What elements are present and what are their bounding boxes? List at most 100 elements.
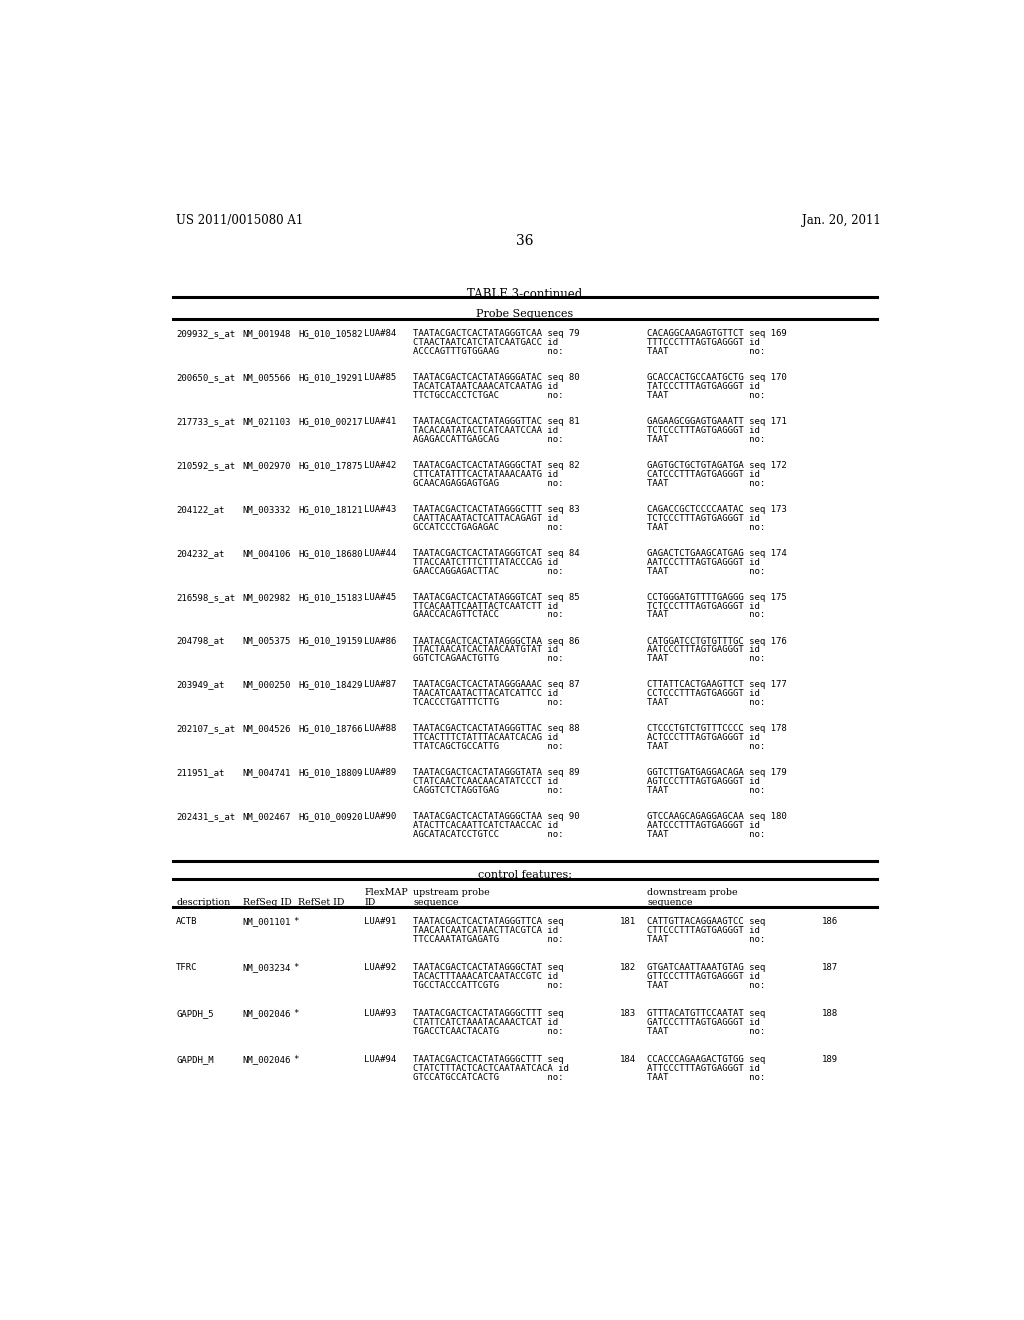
Text: CAATTACAATACTCATTACAGAGT id: CAATTACAATACTCATTACAGAGT id [414, 513, 558, 523]
Text: 36: 36 [516, 234, 534, 248]
Text: TCACCCTGATTTCTTG         no:: TCACCCTGATTTCTTG no: [414, 698, 563, 708]
Text: ID: ID [365, 899, 376, 907]
Text: GTGATCAATTAAATGTAG seq: GTGATCAATTAAATGTAG seq [647, 964, 766, 972]
Text: ATTCCCTTTAGTGAGGGT id: ATTCCCTTTAGTGAGGGT id [647, 1064, 760, 1073]
Text: NM_005375: NM_005375 [243, 636, 291, 645]
Text: TTACCAATCTTTCTTTАTACCCAG id: TTACCAATCTTTCTTTАTACCCAG id [414, 557, 558, 566]
Text: LUA#42: LUA#42 [365, 461, 396, 470]
Text: GAGACTCTGAAGCATGAG seq 174: GAGACTCTGAAGCATGAG seq 174 [647, 549, 787, 558]
Text: TAATACGACTCACTATAGGGTCAT seq 85: TAATACGACTCACTATAGGGTCAT seq 85 [414, 593, 580, 602]
Text: TAATACGACTCACTATAGGGCTAA seq 90: TAATACGACTCACTATAGGGCTAA seq 90 [414, 812, 580, 821]
Text: FlexMAP: FlexMAP [365, 888, 409, 898]
Text: TAACATCAATCATAACTTACGTCA id: TAACATCAATCATAACTTACGTCA id [414, 925, 558, 935]
Text: AGTCCCTTTAGTGAGGGT id: AGTCCCTTTAGTGAGGGT id [647, 777, 760, 787]
Text: NM_005566: NM_005566 [243, 374, 291, 383]
Text: NM_001101: NM_001101 [243, 917, 291, 925]
Text: LUA#44: LUA#44 [365, 549, 396, 558]
Text: TAAT               no:: TAAT no: [647, 981, 766, 990]
Text: CTATTCATCTAAATACAAACTCAT id: CTATTCATCTAAATACAAACTCAT id [414, 1018, 558, 1027]
Text: GAACCACAGTTCTACC         no:: GAACCACAGTTCTACC no: [414, 610, 563, 619]
Text: 184: 184 [621, 1056, 636, 1064]
Text: NM_002046: NM_002046 [243, 1010, 291, 1018]
Text: US 2011/0015080 A1: US 2011/0015080 A1 [176, 214, 303, 227]
Text: ATACTTCACAATTCATCTAACCAC id: ATACTTCACAATTCATCTAACCAC id [414, 821, 558, 830]
Text: 209932_s_at: 209932_s_at [176, 330, 236, 338]
Text: GTCCATGCCATCACTG         no:: GTCCATGCCATCACTG no: [414, 1073, 563, 1082]
Text: TAATACGACTCACTATAGGGCTTT seq: TAATACGACTCACTATAGGGCTTT seq [414, 1056, 563, 1064]
Text: CCTCCCTTTAGTGAGGGT id: CCTCCCTTTAGTGAGGGT id [647, 689, 760, 698]
Text: LUA#91: LUA#91 [365, 917, 396, 925]
Text: 181: 181 [621, 917, 636, 925]
Text: GGTCTCAGAACTGTTG         no:: GGTCTCAGAACTGTTG no: [414, 655, 563, 663]
Text: TAATACGACTCACTATAGGGCTTT seq: TAATACGACTCACTATAGGGCTTT seq [414, 1010, 563, 1018]
Text: TAAT               no:: TAAT no: [647, 935, 766, 944]
Text: LUA#45: LUA#45 [365, 593, 396, 602]
Text: HG_010_18121: HG_010_18121 [299, 506, 362, 513]
Text: TAAT               no:: TAAT no: [647, 610, 766, 619]
Text: HG_010_10582: HG_010_10582 [299, 330, 362, 338]
Text: HG_010_15183: HG_010_15183 [299, 593, 362, 602]
Text: 202431_s_at: 202431_s_at [176, 812, 236, 821]
Text: GAGAAGCGGAGTGAAATT seq 171: GAGAAGCGGAGTGAAATT seq 171 [647, 417, 787, 426]
Text: CTATCTTTACTCACTCAATAATCACA id: CTATCTTTACTCACTCAATAATCACA id [414, 1064, 569, 1073]
Text: LUA#90: LUA#90 [365, 812, 396, 821]
Text: CTAACTAATCATCTATCAATGACC id: CTAACTAATCATCTATCAATGACC id [414, 338, 558, 347]
Text: GTTTACATGTTCCAATAT seq: GTTTACATGTTCCAATAT seq [647, 1010, 766, 1018]
Text: NM_002046: NM_002046 [243, 1056, 291, 1064]
Text: TAAT               no:: TAAT no: [647, 830, 766, 838]
Text: GGTCTTGATGAGGACAGA seq 179: GGTCTTGATGAGGACAGA seq 179 [647, 768, 787, 777]
Text: TAATACGACTCACTATAGGGTCAT seq 84: TAATACGACTCACTATAGGGTCAT seq 84 [414, 549, 580, 558]
Text: 217733_s_at: 217733_s_at [176, 417, 236, 426]
Text: NM_004526: NM_004526 [243, 725, 291, 734]
Text: AATCCCTTTAGTGAGGGT id: AATCCCTTTAGTGAGGGT id [647, 557, 760, 566]
Text: LUA#84: LUA#84 [365, 330, 396, 338]
Text: AATCCCTTTAGTGAGGGT id: AATCCCTTTAGTGAGGGT id [647, 645, 760, 655]
Text: CCACCCAGAAGACTGTGG seq: CCACCCAGAAGACTGTGG seq [647, 1056, 766, 1064]
Text: NM_004741: NM_004741 [243, 768, 291, 777]
Text: TAAT               no:: TAAT no: [647, 523, 766, 532]
Text: LUA#43: LUA#43 [365, 506, 396, 513]
Text: HG_010_18809: HG_010_18809 [299, 768, 362, 777]
Text: NM_001948: NM_001948 [243, 330, 291, 338]
Text: HG_010_00217: HG_010_00217 [299, 417, 362, 426]
Text: TTCTGCCACCTCTGAC         no:: TTCTGCCACCTCTGAC no: [414, 391, 563, 400]
Text: TFRC: TFRC [176, 964, 198, 972]
Text: TAATACGACTCACTATAGGGCTAA seq 86: TAATACGACTCACTATAGGGCTAA seq 86 [414, 636, 580, 645]
Text: 186: 186 [821, 917, 838, 925]
Text: TAATACGACTCACTATAGGGCTAT seq 82: TAATACGACTCACTATAGGGCTAT seq 82 [414, 461, 580, 470]
Text: NM_002970: NM_002970 [243, 461, 291, 470]
Text: 204232_at: 204232_at [176, 549, 224, 558]
Text: GAGTGCTGCTGTAGATGA seq 172: GAGTGCTGCTGTAGATGA seq 172 [647, 461, 787, 470]
Text: TAATACGACTCACTATAGGGAAAC seq 87: TAATACGACTCACTATAGGGAAAC seq 87 [414, 681, 580, 689]
Text: LUA#88: LUA#88 [365, 725, 396, 734]
Text: NM_003332: NM_003332 [243, 506, 291, 513]
Text: 204122_at: 204122_at [176, 506, 224, 513]
Text: NM_021103: NM_021103 [243, 417, 291, 426]
Text: AGAGACCATTGAGCAG         no:: AGAGACCATTGAGCAG no: [414, 434, 563, 444]
Text: HG_010_00920: HG_010_00920 [299, 812, 362, 821]
Text: sequence: sequence [647, 899, 693, 907]
Text: description: description [176, 899, 230, 907]
Text: HG_010_18680: HG_010_18680 [299, 549, 362, 558]
Text: TTCACTTTCTATTTACAATCACAG id: TTCACTTTCTATTTACAATCACAG id [414, 733, 558, 742]
Text: GATCCCTTTAGTGAGGGT id: GATCCCTTTAGTGAGGGT id [647, 1018, 760, 1027]
Text: HG_010_18429: HG_010_18429 [299, 681, 362, 689]
Text: ACTCCCTTTAGTGAGGGT id: ACTCCCTTTAGTGAGGGT id [647, 733, 760, 742]
Text: 203949_at: 203949_at [176, 681, 224, 689]
Text: GTTCCCTTTAGTGAGGGT id: GTTCCCTTTAGTGAGGGT id [647, 972, 760, 981]
Text: LUA#93: LUA#93 [365, 1010, 396, 1018]
Text: CTTATTCACTGAAGTTCT seq 177: CTTATTCACTGAAGTTCT seq 177 [647, 681, 787, 689]
Text: CATGGATCCTGTGTTTGC seq 176: CATGGATCCTGTGTTTGC seq 176 [647, 636, 787, 645]
Text: TAAT               no:: TAAT no: [647, 785, 766, 795]
Text: 216598_s_at: 216598_s_at [176, 593, 236, 602]
Text: CTATCAACTCAACAACATATCCCT id: CTATCAACTCAACAACATATCCCT id [414, 777, 558, 787]
Text: 204798_at: 204798_at [176, 636, 224, 645]
Text: TAATACGACTCACTATAGGGTTAC seq 81: TAATACGACTCACTATAGGGTTAC seq 81 [414, 417, 580, 426]
Text: TTTCCCTTTAGTGAGGGT id: TTTCCCTTTAGTGAGGGT id [647, 338, 760, 347]
Text: TGACCTCAACTACATG         no:: TGACCTCAACTACATG no: [414, 1027, 563, 1036]
Text: HG_010_17875: HG_010_17875 [299, 461, 362, 470]
Text: TTCCAAATATGAGATG         no:: TTCCAAATATGAGATG no: [414, 935, 563, 944]
Text: TAATACGACTCACTATAGGGTTCA seq: TAATACGACTCACTATAGGGTTCA seq [414, 917, 563, 925]
Text: CCTGGGATGTТTTGAGGG seq 175: CCTGGGATGTТTTGAGGG seq 175 [647, 593, 787, 602]
Text: TAATACGACTCACTATAGGGATAC seq 80: TAATACGACTCACTATAGGGATAC seq 80 [414, 374, 580, 383]
